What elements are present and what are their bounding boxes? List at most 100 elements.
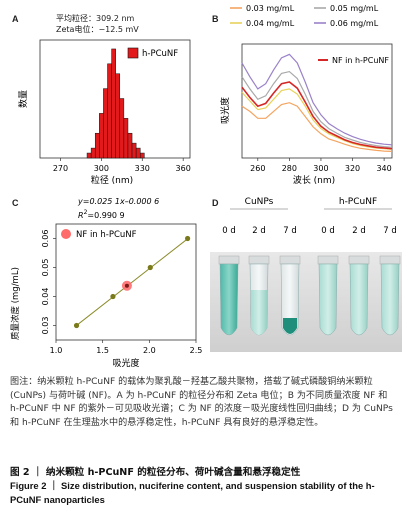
uv-vis-chart: 0.03 mg/mL 0.05 mg/mL 0.04 mg/mL 0.06 mg/mL… [219, 4, 393, 186]
suspension-photo: CuNPs h-PCuNF 0 d 2 d 7 d 0 d 2 d 7 d [210, 197, 402, 352]
uv-lines [241, 53, 393, 152]
zeta-label: Zeta电位： [56, 25, 99, 34]
size-bar [86, 152, 92, 159]
data-point [73, 322, 80, 329]
x-tick-label: 270 [53, 164, 68, 173]
regression-line [76, 238, 188, 326]
legend-label: 0.03 mg/mL [246, 4, 295, 13]
r2-value: =0.990 9 [87, 211, 124, 220]
tube-hpcunf-2d [348, 255, 370, 336]
day-label: 2 d [352, 226, 366, 236]
nf-highlight-center [124, 283, 129, 288]
x-tick-label: 2.0 [143, 346, 156, 355]
day-label: 0 d [222, 226, 236, 236]
figure-caption: 图注：纳米颗粒 h-PCuNF 的载体为聚乳酸－羟基乙酸共聚物，搭载了碱式磷酸铜… [10, 377, 393, 428]
data-point [185, 235, 191, 242]
legend-a-swatch [127, 47, 139, 59]
size-bar [111, 48, 116, 159]
x-tick-label: 1.0 [50, 346, 63, 355]
size-bar [94, 132, 100, 159]
legend-a-label: h-PCuNF [142, 49, 178, 59]
chart-c-frame [55, 223, 197, 341]
size-distribution-chart: 270 300 330 360 h-PCuNF 数量 粒径 (nm) [17, 39, 191, 186]
legend-c-marker [61, 229, 71, 239]
size-bar [135, 147, 141, 159]
day-label: 7 d [283, 226, 297, 236]
size-bar [107, 63, 112, 159]
size-x-ticks: 270 300 330 360 [53, 158, 191, 173]
data-point [110, 293, 116, 300]
group-label-cunps: CuNPs [245, 197, 274, 207]
panel-c-letter: C [12, 198, 19, 208]
legend-label: 0.04 mg/mL [246, 19, 295, 28]
data-point [147, 264, 153, 271]
uv-series-line [241, 53, 393, 146]
size-bar [139, 152, 145, 159]
x-tick-label: 320 [345, 164, 360, 173]
chart-b-xlabel: 波长 (nm) [293, 174, 335, 186]
r2-label: R [78, 211, 84, 220]
tube-cunps-2d [248, 255, 270, 336]
y-tick-label: 0.05 [41, 259, 50, 277]
y-tick-label: 0.03 [41, 317, 50, 335]
size-bar [90, 147, 96, 159]
x-tick-label: 340 [376, 164, 391, 173]
uv-series-line [241, 102, 393, 152]
size-bars [86, 48, 145, 159]
panel-a-letter: A [12, 14, 19, 24]
x-tick-label: 300 [313, 164, 328, 173]
y-tick-label: 0.06 [41, 230, 50, 248]
calibration-chart: y=0.025 1x–0.000 6 R2=0.990 9 1.0 1.5 2.0 2… [10, 197, 202, 369]
r2-sup: 2 [84, 209, 88, 216]
y-tick-label: 0.04 [41, 288, 50, 306]
chart-c-xlabel: 吸光度 [112, 357, 139, 369]
x-tick-label: 1.5 [96, 346, 109, 355]
size-bar [119, 98, 125, 159]
panel-d-letter: D [212, 198, 219, 208]
chart-a-ylabel: 数量 [17, 90, 29, 108]
tube-hpcunf-0d [317, 255, 339, 336]
legend-label: 0.05 mg/mL [330, 4, 379, 13]
uv-x-ticks: 260 280 300 320 340 [250, 158, 392, 173]
regression-equation: y=0.025 1x–0.000 6 [77, 197, 159, 206]
legend-label: 0.06 mg/mL [330, 19, 379, 28]
mean-size-label: 平均粒径： [56, 14, 96, 23]
zeta-value: −12.5 mV [98, 25, 139, 34]
day-label: 7 d [383, 226, 397, 236]
size-bar [99, 113, 104, 159]
tube-cunps-0d [218, 255, 240, 336]
nf-legend-label: NF in h-PCuNF [332, 56, 389, 65]
x-tick-label: 300 [94, 164, 109, 173]
group-label-hpcunf: h-PCuNF [339, 197, 377, 207]
panel-a-stats: 平均粒径：309.2 nm Zeta电位：−12.5 mV [56, 13, 139, 35]
size-bar [131, 142, 137, 159]
uv-legend: 0.03 mg/mL 0.05 mg/mL 0.04 mg/mL 0.06 mg/mL [230, 4, 379, 28]
legend-c-label: NF in h-PCuNF [76, 230, 137, 240]
x-tick-label: 360 [176, 164, 191, 173]
panel-b-letter: B [212, 14, 219, 24]
figure-title-cn: 图 2 ｜ 纳米颗粒 h-PCuNF 的粒径分布、荷叶碱含量和悬浮稳定性 [10, 467, 301, 478]
x-tick-label: 280 [282, 164, 297, 173]
x-tick-label: 330 [135, 164, 150, 173]
x-tick-label: 260 [250, 164, 265, 173]
day-label: 2 d [252, 226, 266, 236]
chart-c-ylabel: 质量浓度 (mg/mL) [10, 267, 21, 340]
tube-hpcunf-7d [379, 255, 401, 336]
tube-cunps-7d [279, 255, 301, 336]
uv-series-line [241, 88, 393, 150]
size-bar [103, 88, 108, 159]
x-tick-label: 2.5 [190, 346, 202, 355]
figure-title-en: Figure 2 ｜ Size distribution, nuciferine… [10, 480, 375, 505]
size-bar [123, 118, 129, 159]
chart-b-ylabel: 吸光度 [219, 97, 231, 124]
mean-size-value: 309.2 nm [96, 14, 135, 23]
chart-a-xlabel: 粒径 (nm) [91, 174, 133, 186]
photo-background [210, 252, 402, 352]
r-squared: R2=0.990 9 [78, 209, 125, 220]
calibration-marks: 1.0 1.5 2.0 2.5 0.03 0.04 0.05 0.06 [41, 230, 202, 355]
size-bar [127, 132, 133, 159]
size-bar [115, 73, 121, 159]
day-label: 0 d [321, 226, 335, 236]
uv-series-line [241, 81, 393, 150]
uv-series-line [241, 70, 393, 148]
